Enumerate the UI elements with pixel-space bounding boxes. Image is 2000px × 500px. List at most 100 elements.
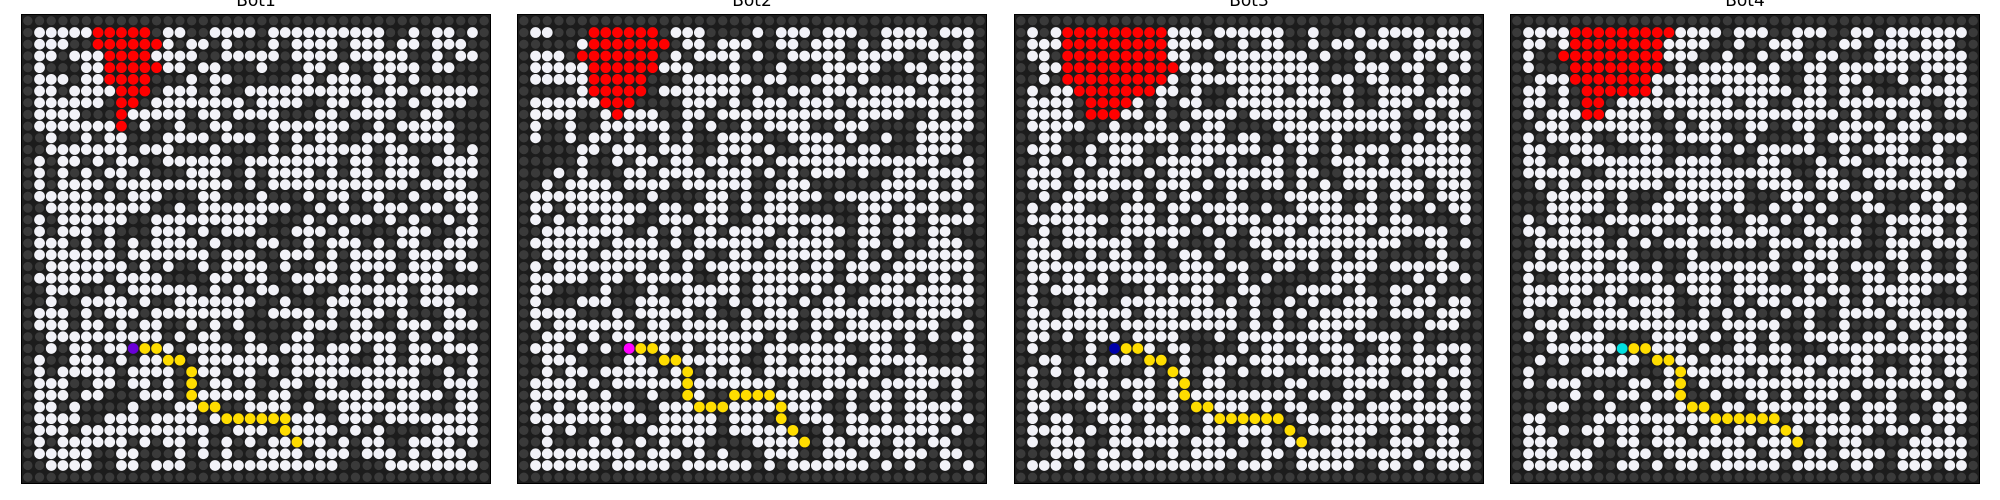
- open-cell: [233, 296, 244, 308]
- open-cell: [541, 307, 553, 319]
- open-cell: [1354, 413, 1366, 425]
- open-cell: [1261, 424, 1272, 436]
- open-cell: [1827, 50, 1839, 62]
- open-cell: [1038, 109, 1050, 120]
- open-cell: [467, 190, 478, 202]
- open-cell: [647, 448, 658, 460]
- wall-cell: [1629, 16, 1639, 26]
- open-cell: [45, 38, 57, 50]
- open-cell: [799, 413, 811, 425]
- wall-cell: [163, 74, 173, 85]
- open-cell: [162, 132, 174, 144]
- wall-cell: [530, 156, 541, 166]
- wall-cell: [1215, 285, 1225, 295]
- wall-cell: [1133, 168, 1143, 178]
- open-cell: [151, 179, 162, 191]
- open-cell: [705, 179, 717, 191]
- wall-cell: [1378, 203, 1389, 213]
- open-cell: [69, 354, 81, 366]
- open-cell: [1307, 38, 1319, 50]
- wall-cell: [1156, 413, 1166, 424]
- open-cell: [1366, 307, 1378, 319]
- wall-cell: [1179, 215, 1190, 225]
- open-cell: [799, 354, 811, 366]
- open-cell: [635, 307, 647, 319]
- wall-cell: [163, 449, 173, 459]
- open-cell: [612, 237, 623, 249]
- wall-cell: [1355, 402, 1365, 412]
- wall-cell: [753, 179, 763, 190]
- wall-cell: [1168, 191, 1178, 202]
- wall-cell: [530, 226, 541, 237]
- fire-cell: [127, 50, 139, 62]
- open-cell: [1226, 261, 1237, 272]
- wall-cell: [81, 413, 92, 424]
- open-cell: [408, 401, 420, 413]
- wall-cell: [1320, 413, 1330, 424]
- open-cell: [1190, 214, 1202, 226]
- wall-cell: [1109, 402, 1120, 412]
- wall-cell: [93, 226, 103, 237]
- open-cell: [787, 378, 799, 389]
- open-cell: [1378, 27, 1389, 38]
- wall-cell: [753, 191, 763, 202]
- wall-cell: [1016, 144, 1026, 155]
- open-cell: [834, 167, 846, 179]
- open-cell: [244, 27, 256, 38]
- wall-cell: [140, 156, 150, 166]
- open-cell: [658, 132, 670, 144]
- open-cell: [338, 401, 350, 413]
- open-cell: [904, 249, 916, 261]
- open-cell: [45, 319, 57, 331]
- wall-cell: [811, 203, 822, 213]
- open-cell: [303, 38, 315, 50]
- wall-cell: [69, 168, 80, 178]
- open-cell: [647, 155, 658, 167]
- wall-cell: [1547, 16, 1557, 26]
- wall-cell: [467, 273, 478, 283]
- wall-cell: [823, 472, 833, 482]
- open-cell: [1237, 284, 1249, 296]
- wall-cell: [116, 226, 127, 237]
- open-cell: [904, 389, 916, 401]
- wall-cell: [1016, 250, 1026, 260]
- wall-cell: [1062, 472, 1073, 482]
- open-cell: [1389, 120, 1401, 132]
- fire-cell: [1062, 50, 1074, 62]
- open-cell: [951, 27, 963, 38]
- wall-cell: [1179, 16, 1190, 26]
- open-cell: [693, 378, 705, 389]
- open-cell: [1038, 460, 1050, 471]
- wall-cell: [1711, 39, 1721, 49]
- open-cell: [279, 307, 291, 319]
- open-cell: [658, 448, 670, 460]
- open-cell: [221, 261, 233, 272]
- open-cell: [1109, 179, 1120, 191]
- open-cell: [197, 296, 209, 308]
- wall-cell: [589, 215, 599, 225]
- wall-cell: [881, 308, 892, 319]
- open-cell: [291, 85, 303, 97]
- open-cell: [600, 389, 612, 401]
- open-cell: [45, 109, 57, 120]
- open-cell: [787, 50, 799, 62]
- open-cell: [186, 424, 198, 436]
- open-cell: [1932, 50, 1944, 62]
- wall-cell: [339, 460, 349, 471]
- open-cell: [1226, 296, 1237, 308]
- wall-cell: [1285, 168, 1295, 178]
- open-cell: [443, 214, 455, 226]
- open-cell: [34, 249, 45, 261]
- open-cell: [209, 307, 221, 319]
- wall-cell: [233, 378, 244, 389]
- wall-cell: [1039, 472, 1049, 482]
- open-cell: [682, 331, 694, 343]
- open-cell: [787, 202, 799, 214]
- open-cell: [1436, 307, 1448, 319]
- wall-cell: [776, 16, 786, 26]
- wall-cell: [565, 402, 576, 412]
- wall-cell: [1320, 62, 1330, 73]
- path-cell: [1249, 413, 1261, 425]
- open-cell: [420, 179, 432, 191]
- open-cell: [1132, 389, 1144, 401]
